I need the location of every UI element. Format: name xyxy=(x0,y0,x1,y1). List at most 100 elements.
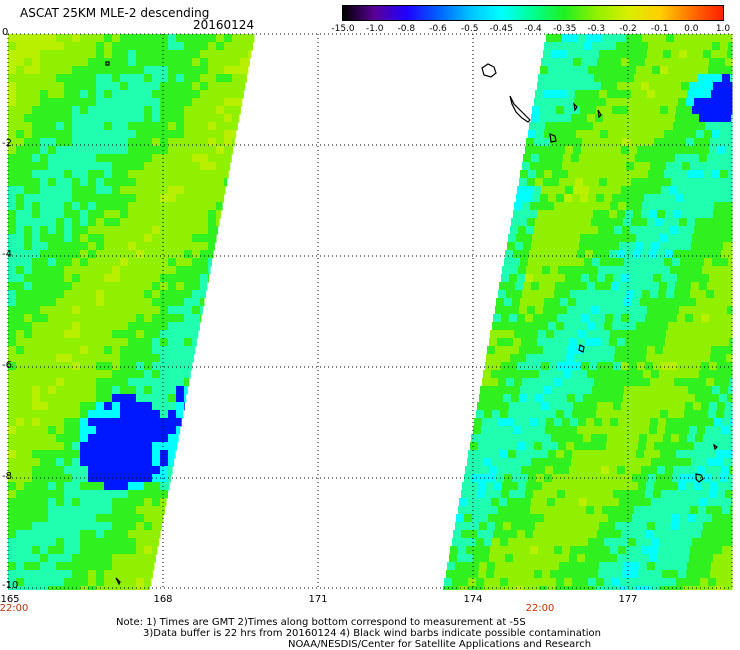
swath-cell xyxy=(24,210,33,219)
swath-cell xyxy=(104,298,113,307)
swath-cell xyxy=(128,466,137,475)
swath-cell xyxy=(24,82,33,91)
swath-cell xyxy=(629,274,638,283)
swath-cell xyxy=(32,554,41,563)
swath-cell xyxy=(72,130,81,139)
swath-cell xyxy=(208,122,217,131)
swath-cell xyxy=(666,290,675,299)
swath-cell xyxy=(673,338,682,347)
swath-cell xyxy=(634,506,643,515)
swath-cell xyxy=(681,466,690,475)
swath-cell xyxy=(80,458,89,467)
swath-cell xyxy=(559,218,568,227)
swath-cell xyxy=(564,106,573,115)
swath-cell xyxy=(160,418,169,427)
swath-cell xyxy=(128,242,137,251)
swath-cell xyxy=(224,34,233,43)
swath-cell xyxy=(705,554,714,563)
swath-cell xyxy=(200,250,209,259)
swath-cell xyxy=(8,346,17,355)
swath-cell xyxy=(48,298,57,307)
swath-cell xyxy=(120,554,129,563)
swath-cell xyxy=(40,242,49,251)
swath-cell xyxy=(679,218,688,227)
swath-cell xyxy=(64,34,73,43)
swath-cell xyxy=(120,74,129,83)
swath-cell xyxy=(136,554,145,563)
swath-cell xyxy=(648,258,657,267)
swath-cell xyxy=(72,90,81,99)
swath-cell xyxy=(128,234,137,243)
swath-cell xyxy=(615,218,624,227)
swath-cell xyxy=(579,498,588,507)
swath-cell xyxy=(32,258,41,267)
swath-cell xyxy=(527,394,536,403)
swath-cell xyxy=(80,338,89,347)
swath-cell xyxy=(48,426,57,435)
swath-cell xyxy=(120,282,129,291)
swath-cell xyxy=(24,522,33,531)
swath-cell xyxy=(590,98,599,107)
swath-cell xyxy=(603,282,612,291)
swath-cell xyxy=(48,546,57,555)
swath-cell xyxy=(112,426,121,435)
swath-cell xyxy=(525,362,534,371)
swath-cell xyxy=(8,66,17,75)
swath-cell xyxy=(571,586,580,590)
swath-cell xyxy=(176,426,181,435)
swath-cell xyxy=(618,546,627,555)
swath-cell xyxy=(24,442,33,451)
swath-cell xyxy=(88,538,97,547)
swath-cell xyxy=(602,506,611,515)
swath-cell xyxy=(128,538,137,547)
swath-cell xyxy=(136,290,145,299)
swath-cell xyxy=(8,274,17,283)
swath-cell xyxy=(692,450,701,459)
swath-cell xyxy=(709,58,718,67)
swath-cell xyxy=(452,538,461,547)
swath-cell xyxy=(64,82,73,91)
swath-cell xyxy=(24,322,33,331)
swath-cell xyxy=(112,394,121,403)
swath-cell xyxy=(702,570,711,579)
swath-cell xyxy=(144,466,153,475)
swath-cell xyxy=(152,506,161,515)
swath-cell xyxy=(625,466,634,475)
swath-cell xyxy=(540,66,549,75)
swath-cell xyxy=(136,82,145,91)
swath-cell xyxy=(543,90,552,99)
swath-cell xyxy=(32,530,41,539)
swath-cell xyxy=(574,138,583,147)
swath-cell xyxy=(568,258,577,267)
swath-cell xyxy=(200,90,209,99)
swath-cell xyxy=(608,298,617,307)
swath-cell xyxy=(452,578,461,587)
swath-cell xyxy=(606,98,615,107)
swath-cell xyxy=(551,178,560,187)
swath-cell xyxy=(649,338,658,347)
swath-cell xyxy=(567,90,576,99)
swath-cell xyxy=(32,66,41,75)
swath-cell xyxy=(651,458,660,467)
swath-cell xyxy=(136,74,145,83)
swath-cell xyxy=(104,402,113,411)
swath-cell xyxy=(152,466,161,475)
swath-cell xyxy=(56,266,65,275)
swath-cell xyxy=(152,234,161,243)
swath-cell xyxy=(720,130,729,139)
swath-cell xyxy=(56,402,65,411)
swath-cell xyxy=(633,210,642,219)
swath-cell xyxy=(96,434,105,443)
swath-cell xyxy=(96,306,105,315)
swath-cell xyxy=(707,370,716,379)
swath-cell xyxy=(713,426,722,435)
swath-cell xyxy=(658,290,667,299)
swath-cell xyxy=(539,114,548,123)
swath-cell xyxy=(641,122,650,131)
swath-cell xyxy=(160,106,169,115)
swath-cell xyxy=(713,210,722,219)
swath-cell xyxy=(48,370,57,379)
swath-cell xyxy=(633,338,642,347)
swath-cell xyxy=(168,106,177,115)
swath-cell xyxy=(543,178,552,187)
